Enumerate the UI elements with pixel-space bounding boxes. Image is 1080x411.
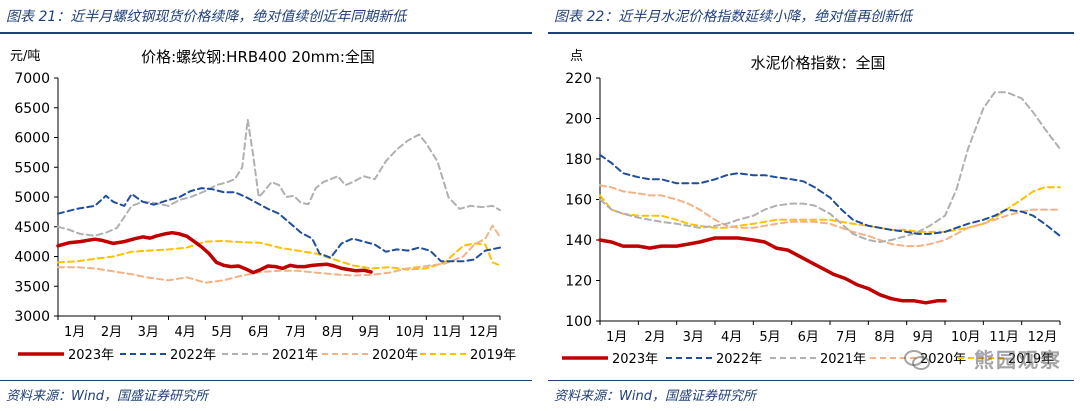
- y-tick-label: 5500: [14, 160, 50, 176]
- watermark: 熊园观察: [974, 348, 1062, 372]
- x-tick-label: 7月: [285, 325, 306, 340]
- x-tick-label: 6月: [798, 330, 819, 345]
- figure-title: 图表 21：近半月螺纹钢现货价格续降，绝对值续创近年同期新低: [6, 9, 407, 25]
- title-rule: [548, 32, 1074, 34]
- series-line-2020年: [57, 224, 501, 284]
- legend-label: 2019年: [470, 348, 516, 363]
- x-tick-label: 8月: [874, 330, 895, 345]
- y-tick-label: 7000: [14, 71, 50, 87]
- series-line-2023年: [56, 230, 373, 275]
- legend-label: 2019年: [1008, 352, 1054, 367]
- wechat-icon: [904, 350, 930, 370]
- chart-title: 价格:螺纹钢:HRB400 20mm:全国: [141, 48, 375, 66]
- x-tick-label: 12月: [469, 325, 499, 340]
- y-tick-label: 180: [565, 152, 592, 168]
- footer-rule: [548, 380, 1074, 381]
- y-tick-label: 140: [565, 233, 592, 249]
- panel-rebar: 图表 21：近半月螺纹钢现货价格续降，绝对值续创近年同期新低 价格:螺纹钢:HR…: [0, 0, 538, 411]
- x-tick-label: 3月: [138, 325, 159, 340]
- y-tick-label: 220: [565, 71, 592, 87]
- y-tick-label: 4500: [14, 220, 50, 236]
- panel-cement: 图表 22：近半月水泥价格指数延续小降，绝对值再创新低 水泥价格指数：全国 点 10…: [548, 0, 1080, 411]
- rebar-price-chart: 价格:螺纹钢:HRB400 20mm:全国 元/吨 3000 3500 4000 4500…: [10, 48, 516, 363]
- x-tick-label: 1月: [606, 330, 627, 345]
- x-tick-label: 10月: [951, 330, 981, 345]
- x-tick-label: 10月: [396, 325, 426, 340]
- legend-label: 2020年: [920, 352, 966, 367]
- legend-label: 2022年: [170, 348, 216, 363]
- y-tick-label: 6000: [14, 131, 50, 147]
- series-line-2021年: [599, 91, 1061, 243]
- y-tick-label: 3500: [14, 279, 50, 295]
- x-tick-label: 3月: [683, 330, 704, 345]
- y-tick-label: 120: [565, 274, 592, 290]
- x-tick-label: 9月: [913, 330, 934, 345]
- x-tick-label: 5月: [211, 325, 232, 340]
- y-tick-label: 100: [565, 314, 592, 330]
- series-line-2021年: [57, 118, 501, 237]
- legend-label: 2022年: [716, 352, 762, 367]
- series-line-2020年: [599, 184, 1061, 248]
- x-tick-label: 6月: [248, 325, 269, 340]
- legend-label: 2023年: [612, 352, 658, 367]
- x-tick-label: 12月: [1028, 330, 1058, 345]
- legend-label: 2020年: [372, 348, 418, 363]
- x-tick-label: 7月: [836, 330, 857, 345]
- series-line-2022年: [57, 187, 501, 263]
- chart-title: 水泥价格指数：全国: [750, 54, 885, 72]
- x-tick-label: 2月: [101, 325, 122, 340]
- y-axis-unit: 点: [570, 49, 583, 64]
- series-line-2022年: [599, 153, 1061, 237]
- x-tick-label: 8月: [322, 325, 343, 340]
- x-tick-label: 4月: [721, 330, 742, 345]
- source-note: 资料来源：Wind，国盛证券研究所: [554, 389, 756, 404]
- footer-rule: [0, 380, 532, 381]
- x-tick-label: 5月: [759, 330, 780, 345]
- x-tick-label: 11月: [989, 330, 1019, 345]
- series-line-2019年: [57, 240, 501, 271]
- series-line-2019年: [599, 186, 1061, 233]
- y-tick-label: 160: [565, 193, 592, 209]
- y-axis-unit: 元/吨: [10, 49, 40, 64]
- x-tick-label: 11月: [432, 325, 462, 340]
- y-tick-label: 6500: [14, 101, 50, 117]
- x-tick-label: 2月: [644, 330, 665, 345]
- series-line-2023年: [598, 236, 947, 305]
- y-tick-label: 5000: [14, 190, 50, 206]
- figure-title: 图表 22：近半月水泥价格指数延续小降，绝对值再创新低: [554, 9, 913, 25]
- legend-label: 2021年: [820, 352, 866, 367]
- cement-index-chart: 水泥价格指数：全国 点 100 120 140 160 180 200 220 1月 2月 3月 4月 5…: [562, 49, 1061, 367]
- source-note: 资料来源：Wind，国盛证券研究所: [6, 389, 208, 404]
- y-tick-label: 4000: [14, 250, 50, 266]
- legend-label: 2021年: [272, 348, 318, 363]
- legend-label: 2023年: [68, 348, 114, 363]
- y-tick-label: 200: [565, 112, 592, 128]
- x-tick-label: 4月: [175, 325, 196, 340]
- x-tick-label: 9月: [359, 325, 380, 340]
- y-tick-label: 3000: [14, 309, 50, 325]
- x-tick-label: 1月: [64, 325, 85, 340]
- title-rule: [0, 32, 532, 34]
